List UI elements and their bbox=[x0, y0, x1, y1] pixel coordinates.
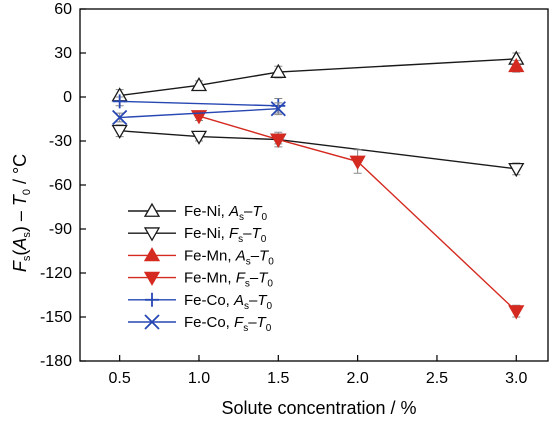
data-point bbox=[190, 130, 208, 145]
legend-label: Fe-Mn, As–T0 bbox=[184, 247, 274, 267]
legend-entry-3: Fe-Mn, Fs–T0 bbox=[128, 270, 273, 290]
legend-marker bbox=[143, 247, 161, 262]
x-tick-label: 2.5 bbox=[426, 370, 448, 387]
data-point bbox=[112, 109, 128, 126]
legend-label: Fe-Ni, Fs–T0 bbox=[184, 225, 267, 245]
y-tick-label: -150 bbox=[40, 309, 72, 326]
plot-area: 0.5 1.0 1.5 2.0 2.5 3.0 -180 -150 -120 -90 -60 -30 0… bbox=[40, 1, 549, 387]
legend-marker bbox=[143, 271, 161, 286]
series-line bbox=[198, 115, 517, 312]
data-point bbox=[270, 133, 287, 148]
data-point bbox=[112, 94, 127, 109]
y-tick-label: -180 bbox=[40, 353, 72, 370]
legend-entry-1: Fe-Ni, Fs–T0 bbox=[128, 225, 267, 245]
data-point bbox=[508, 57, 525, 73]
series-5 bbox=[112, 101, 286, 126]
y-tick-label: -120 bbox=[40, 265, 72, 282]
legend-label: Fe-Mn, Fs–T0 bbox=[184, 270, 273, 290]
series-0 bbox=[111, 50, 525, 102]
data-point bbox=[508, 162, 525, 178]
y-axis-title-f: F bbox=[10, 260, 30, 272]
x-tick-label: 2.0 bbox=[347, 370, 369, 387]
y-tick-label: -90 bbox=[49, 221, 72, 238]
y-tick-label: 60 bbox=[54, 1, 72, 18]
legend-entry-0: Fe-Ni, As–T0 bbox=[128, 202, 268, 223]
y-axis-title-close: ) – bbox=[10, 206, 30, 232]
data-point bbox=[349, 155, 366, 170]
y-axis-title-t: T bbox=[10, 193, 30, 206]
series-line bbox=[119, 108, 279, 119]
y-axis-title-t-sub: 0 bbox=[21, 189, 33, 195]
series-line bbox=[119, 58, 517, 97]
y-axis-title-a: A bbox=[10, 238, 30, 251]
x-tick-label: 1.0 bbox=[188, 370, 210, 387]
series-line bbox=[119, 130, 517, 170]
x-tick-label: 3.0 bbox=[505, 370, 527, 387]
y-tick-label: 30 bbox=[54, 45, 72, 62]
legend-entry-4: Fe-Co, As–T0 bbox=[128, 292, 273, 312]
y-axis-title-a-sub: s bbox=[21, 232, 33, 238]
y-tick-label: -30 bbox=[49, 133, 72, 150]
legend-label: Fe-Co, Fs–T0 bbox=[184, 314, 272, 334]
legend-marker bbox=[145, 292, 159, 307]
y-axis-title-f-sub: s bbox=[21, 255, 33, 261]
x-tick-label: 0.5 bbox=[109, 370, 131, 387]
data-point bbox=[190, 76, 208, 92]
legend-label: Fe-Co, As–T0 bbox=[184, 292, 273, 312]
series-line bbox=[119, 100, 279, 107]
data-point bbox=[111, 124, 128, 140]
data-point bbox=[270, 101, 286, 117]
x-axis-title: Solute concentration / % bbox=[221, 398, 416, 418]
y-tick-label: -60 bbox=[49, 177, 72, 194]
legend-entry-2: Fe-Mn, As–T0 bbox=[128, 247, 274, 267]
y-axis-title-open: ( bbox=[10, 250, 30, 256]
plot-frame bbox=[79, 8, 549, 362]
legend-marker bbox=[143, 202, 161, 217]
legend-marker bbox=[143, 227, 161, 242]
legend-label: Fe-Ni, As–T0 bbox=[184, 203, 268, 223]
data-point bbox=[508, 305, 525, 320]
legend-entry-5: Fe-Co, Fs–T0 bbox=[128, 314, 272, 334]
legend-marker bbox=[144, 314, 160, 330]
x-tick-label: 1.5 bbox=[267, 370, 289, 387]
y-tick-label: 0 bbox=[63, 89, 72, 106]
y-axis-title-unit: / °C bbox=[10, 154, 30, 189]
y-axis-title: Fs(As) – T0 / °C bbox=[10, 154, 33, 272]
series-2 bbox=[508, 57, 525, 73]
data-point bbox=[270, 63, 287, 78]
